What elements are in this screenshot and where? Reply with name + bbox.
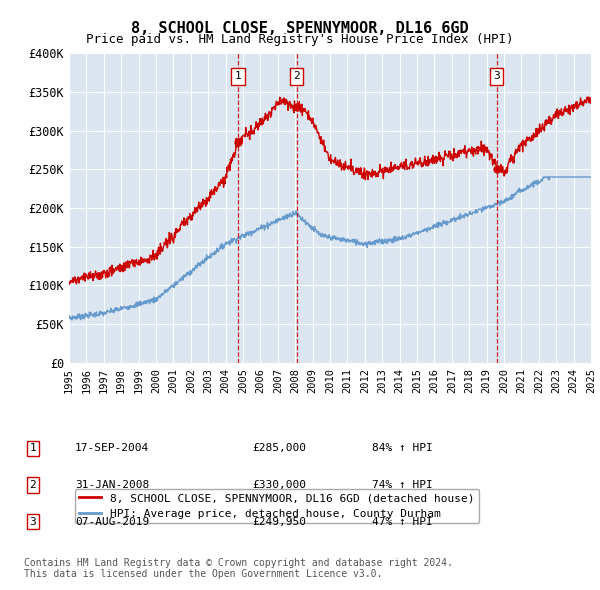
Text: 3: 3 <box>29 517 37 526</box>
Text: 31-JAN-2008: 31-JAN-2008 <box>75 480 149 490</box>
Text: 74% ↑ HPI: 74% ↑ HPI <box>372 480 433 490</box>
Text: Price paid vs. HM Land Registry's House Price Index (HPI): Price paid vs. HM Land Registry's House … <box>86 33 514 46</box>
Text: 1: 1 <box>235 71 242 81</box>
Text: Contains HM Land Registry data © Crown copyright and database right 2024.
This d: Contains HM Land Registry data © Crown c… <box>24 558 453 579</box>
Text: 84% ↑ HPI: 84% ↑ HPI <box>372 444 433 453</box>
Text: 8, SCHOOL CLOSE, SPENNYMOOR, DL16 6GD: 8, SCHOOL CLOSE, SPENNYMOOR, DL16 6GD <box>131 21 469 35</box>
Text: 2: 2 <box>293 71 300 81</box>
Text: £285,000: £285,000 <box>252 444 306 453</box>
Legend: 8, SCHOOL CLOSE, SPENNYMOOR, DL16 6GD (detached house), HPI: Average price, deta: 8, SCHOOL CLOSE, SPENNYMOOR, DL16 6GD (d… <box>74 489 479 523</box>
Text: £249,950: £249,950 <box>252 517 306 526</box>
Text: £330,000: £330,000 <box>252 480 306 490</box>
Text: 47% ↑ HPI: 47% ↑ HPI <box>372 517 433 526</box>
Text: 1: 1 <box>29 444 37 453</box>
Text: 2: 2 <box>29 480 37 490</box>
Text: 07-AUG-2019: 07-AUG-2019 <box>75 517 149 526</box>
Text: 3: 3 <box>493 71 500 81</box>
Text: 17-SEP-2004: 17-SEP-2004 <box>75 444 149 453</box>
